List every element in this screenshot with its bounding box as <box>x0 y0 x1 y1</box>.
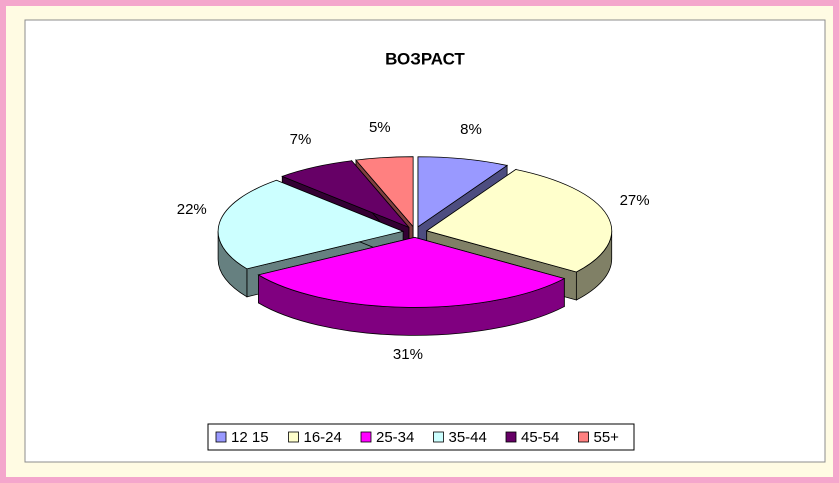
legend-label: 12 15 <box>231 429 269 446</box>
slice <box>417 156 509 228</box>
legend-label: 35-44 <box>449 429 487 446</box>
data-label: 8% <box>460 121 482 138</box>
legend-swatch <box>360 431 372 443</box>
data-label: 5% <box>369 119 391 136</box>
data-label: 7% <box>290 131 312 148</box>
legend-label: 25-34 <box>376 429 414 446</box>
legend-swatch <box>288 431 299 443</box>
slice <box>217 179 405 270</box>
data-label: 27% <box>620 192 650 209</box>
slice <box>425 169 613 273</box>
legend-label: 16-24 <box>304 429 342 446</box>
legend-swatch <box>578 431 589 443</box>
legend-swatch <box>433 431 444 443</box>
data-label: 22% <box>177 201 207 218</box>
data-label: 31% <box>393 346 423 363</box>
legend-box <box>207 423 635 451</box>
legend-label: 45-54 <box>521 429 559 446</box>
slice <box>355 156 414 228</box>
legend-swatch <box>505 431 517 443</box>
chart-title: ВОЗРАСТ <box>385 49 465 68</box>
slice <box>257 236 566 308</box>
legend-label: 55+ <box>594 429 620 446</box>
slice <box>281 160 410 228</box>
legend-swatch <box>215 431 227 443</box>
